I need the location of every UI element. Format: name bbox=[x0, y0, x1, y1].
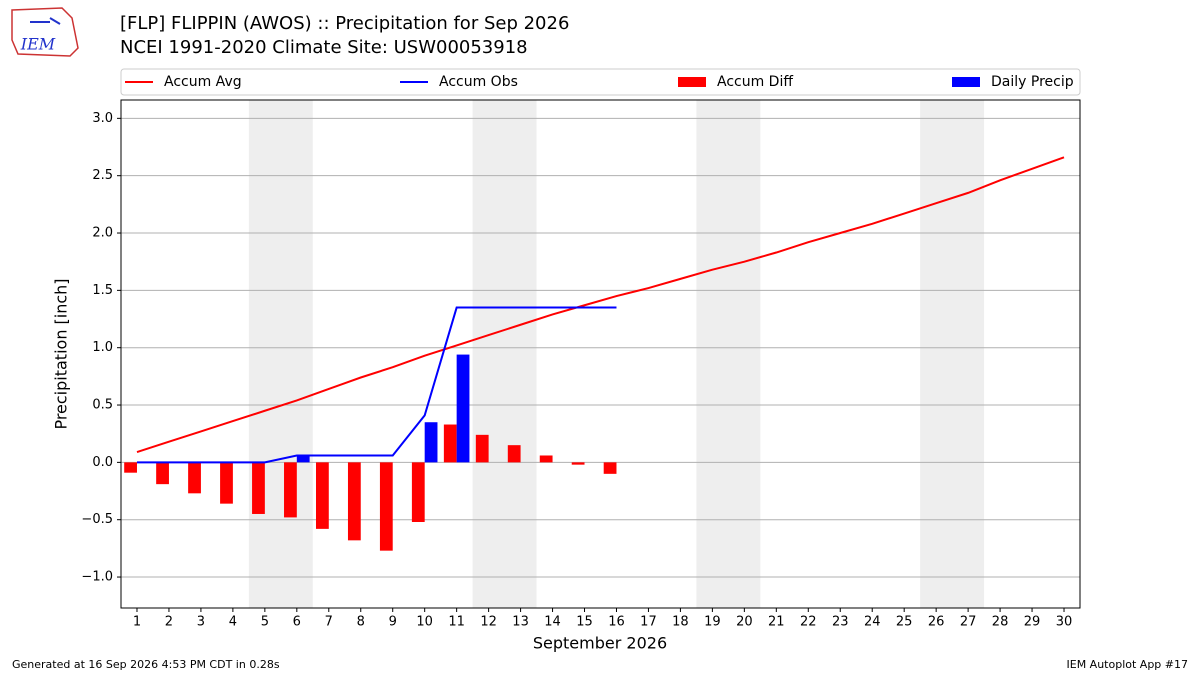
bar bbox=[296, 455, 310, 463]
bar bbox=[507, 445, 521, 463]
bar bbox=[188, 462, 201, 494]
x-tick-label: 15 bbox=[576, 615, 593, 630]
legend-label: Daily Precip bbox=[991, 74, 1074, 90]
bar bbox=[220, 462, 233, 504]
x-tick-label: 27 bbox=[960, 615, 977, 630]
x-tick-label: 22 bbox=[800, 615, 817, 630]
y-tick-label: 0.5 bbox=[92, 398, 113, 413]
bar bbox=[379, 462, 393, 551]
legend-swatch bbox=[952, 77, 980, 87]
y-tick-label: −0.5 bbox=[81, 512, 113, 527]
x-tick-label: 17 bbox=[640, 615, 657, 630]
logo-text: IEM bbox=[20, 35, 56, 54]
legend-label: Accum Avg bbox=[164, 74, 242, 90]
legend-label: Accum Obs bbox=[439, 74, 518, 90]
bar bbox=[456, 354, 470, 463]
x-tick-label: 9 bbox=[389, 615, 397, 630]
y-tick-label: 1.0 bbox=[92, 340, 113, 355]
bar bbox=[124, 462, 137, 473]
x-tick-label: 10 bbox=[416, 615, 433, 630]
x-tick-label: 28 bbox=[992, 615, 1009, 630]
bar bbox=[571, 462, 585, 465]
weekend-shade bbox=[696, 100, 761, 608]
x-tick-label: 2 bbox=[165, 615, 173, 630]
x-tick-label: 18 bbox=[672, 615, 689, 630]
x-tick-label: 8 bbox=[357, 615, 365, 630]
bar bbox=[347, 462, 361, 541]
x-tick-label: 16 bbox=[608, 615, 625, 630]
x-tick-label: 19 bbox=[704, 615, 721, 630]
line bbox=[136, 306, 617, 464]
x-tick-label: 13 bbox=[512, 615, 529, 630]
logo: IEM bbox=[11, 7, 79, 57]
legend-box bbox=[120, 68, 1081, 96]
x-tick-label: 7 bbox=[325, 615, 333, 630]
weekend-shade bbox=[920, 100, 985, 608]
bar bbox=[315, 462, 329, 529]
bar bbox=[411, 462, 425, 522]
bar bbox=[603, 462, 617, 474]
legend-label: Accum Diff bbox=[717, 74, 793, 90]
bar bbox=[539, 455, 553, 463]
x-tick-label: 1 bbox=[133, 615, 141, 630]
x-tick-label: 26 bbox=[928, 615, 945, 630]
logo-icon bbox=[30, 17, 61, 25]
x-tick-label: 23 bbox=[832, 615, 849, 630]
x-tick-label: 21 bbox=[768, 615, 785, 630]
footer-right: IEM Autoplot App #17 bbox=[1067, 658, 1189, 671]
y-tick-label: 0.0 bbox=[92, 455, 113, 470]
x-tick-label: 3 bbox=[197, 615, 205, 630]
bar bbox=[443, 424, 457, 463]
x-tick-label: 24 bbox=[864, 615, 881, 630]
y-axis-label: Precipitation [inch] bbox=[52, 278, 71, 429]
x-tick-label: 30 bbox=[1056, 615, 1073, 630]
x-tick-label: 14 bbox=[544, 615, 561, 630]
x-tick-label: 20 bbox=[736, 615, 753, 630]
plot-frame bbox=[120, 99, 1081, 609]
chart-title: [FLP] FLIPPIN (AWOS) :: Precipitation fo… bbox=[120, 13, 569, 34]
line bbox=[136, 156, 1065, 453]
legend-swatch bbox=[678, 77, 706, 87]
bar bbox=[475, 434, 489, 463]
y-tick-label: 3.0 bbox=[92, 111, 113, 126]
y-tick-label: −1.0 bbox=[81, 570, 113, 585]
x-tick-label: 12 bbox=[480, 615, 497, 630]
bar bbox=[156, 462, 169, 485]
y-tick-label: 1.5 bbox=[92, 283, 113, 298]
logo-outline bbox=[11, 7, 79, 57]
bar bbox=[284, 462, 297, 518]
x-tick-label: 4 bbox=[229, 615, 237, 630]
chart-subtitle: NCEI 1991-2020 Climate Site: USW00053918 bbox=[120, 37, 528, 58]
bar bbox=[252, 462, 265, 514]
x-tick-label: 5 bbox=[261, 615, 269, 630]
footer-left: Generated at 16 Sep 2026 4:53 PM CDT in … bbox=[12, 658, 280, 671]
weekend-shade bbox=[248, 100, 313, 608]
x-tick-label: 6 bbox=[293, 615, 301, 630]
bar bbox=[424, 422, 438, 463]
y-tick-label: 2.0 bbox=[92, 226, 113, 241]
x-tick-label: 25 bbox=[896, 615, 913, 630]
weekend-shade bbox=[472, 100, 537, 608]
x-tick-label: 29 bbox=[1024, 615, 1041, 630]
x-axis-label: September 2026 bbox=[533, 634, 667, 653]
x-tick-label: 11 bbox=[448, 615, 465, 630]
y-tick-label: 2.5 bbox=[92, 168, 113, 183]
